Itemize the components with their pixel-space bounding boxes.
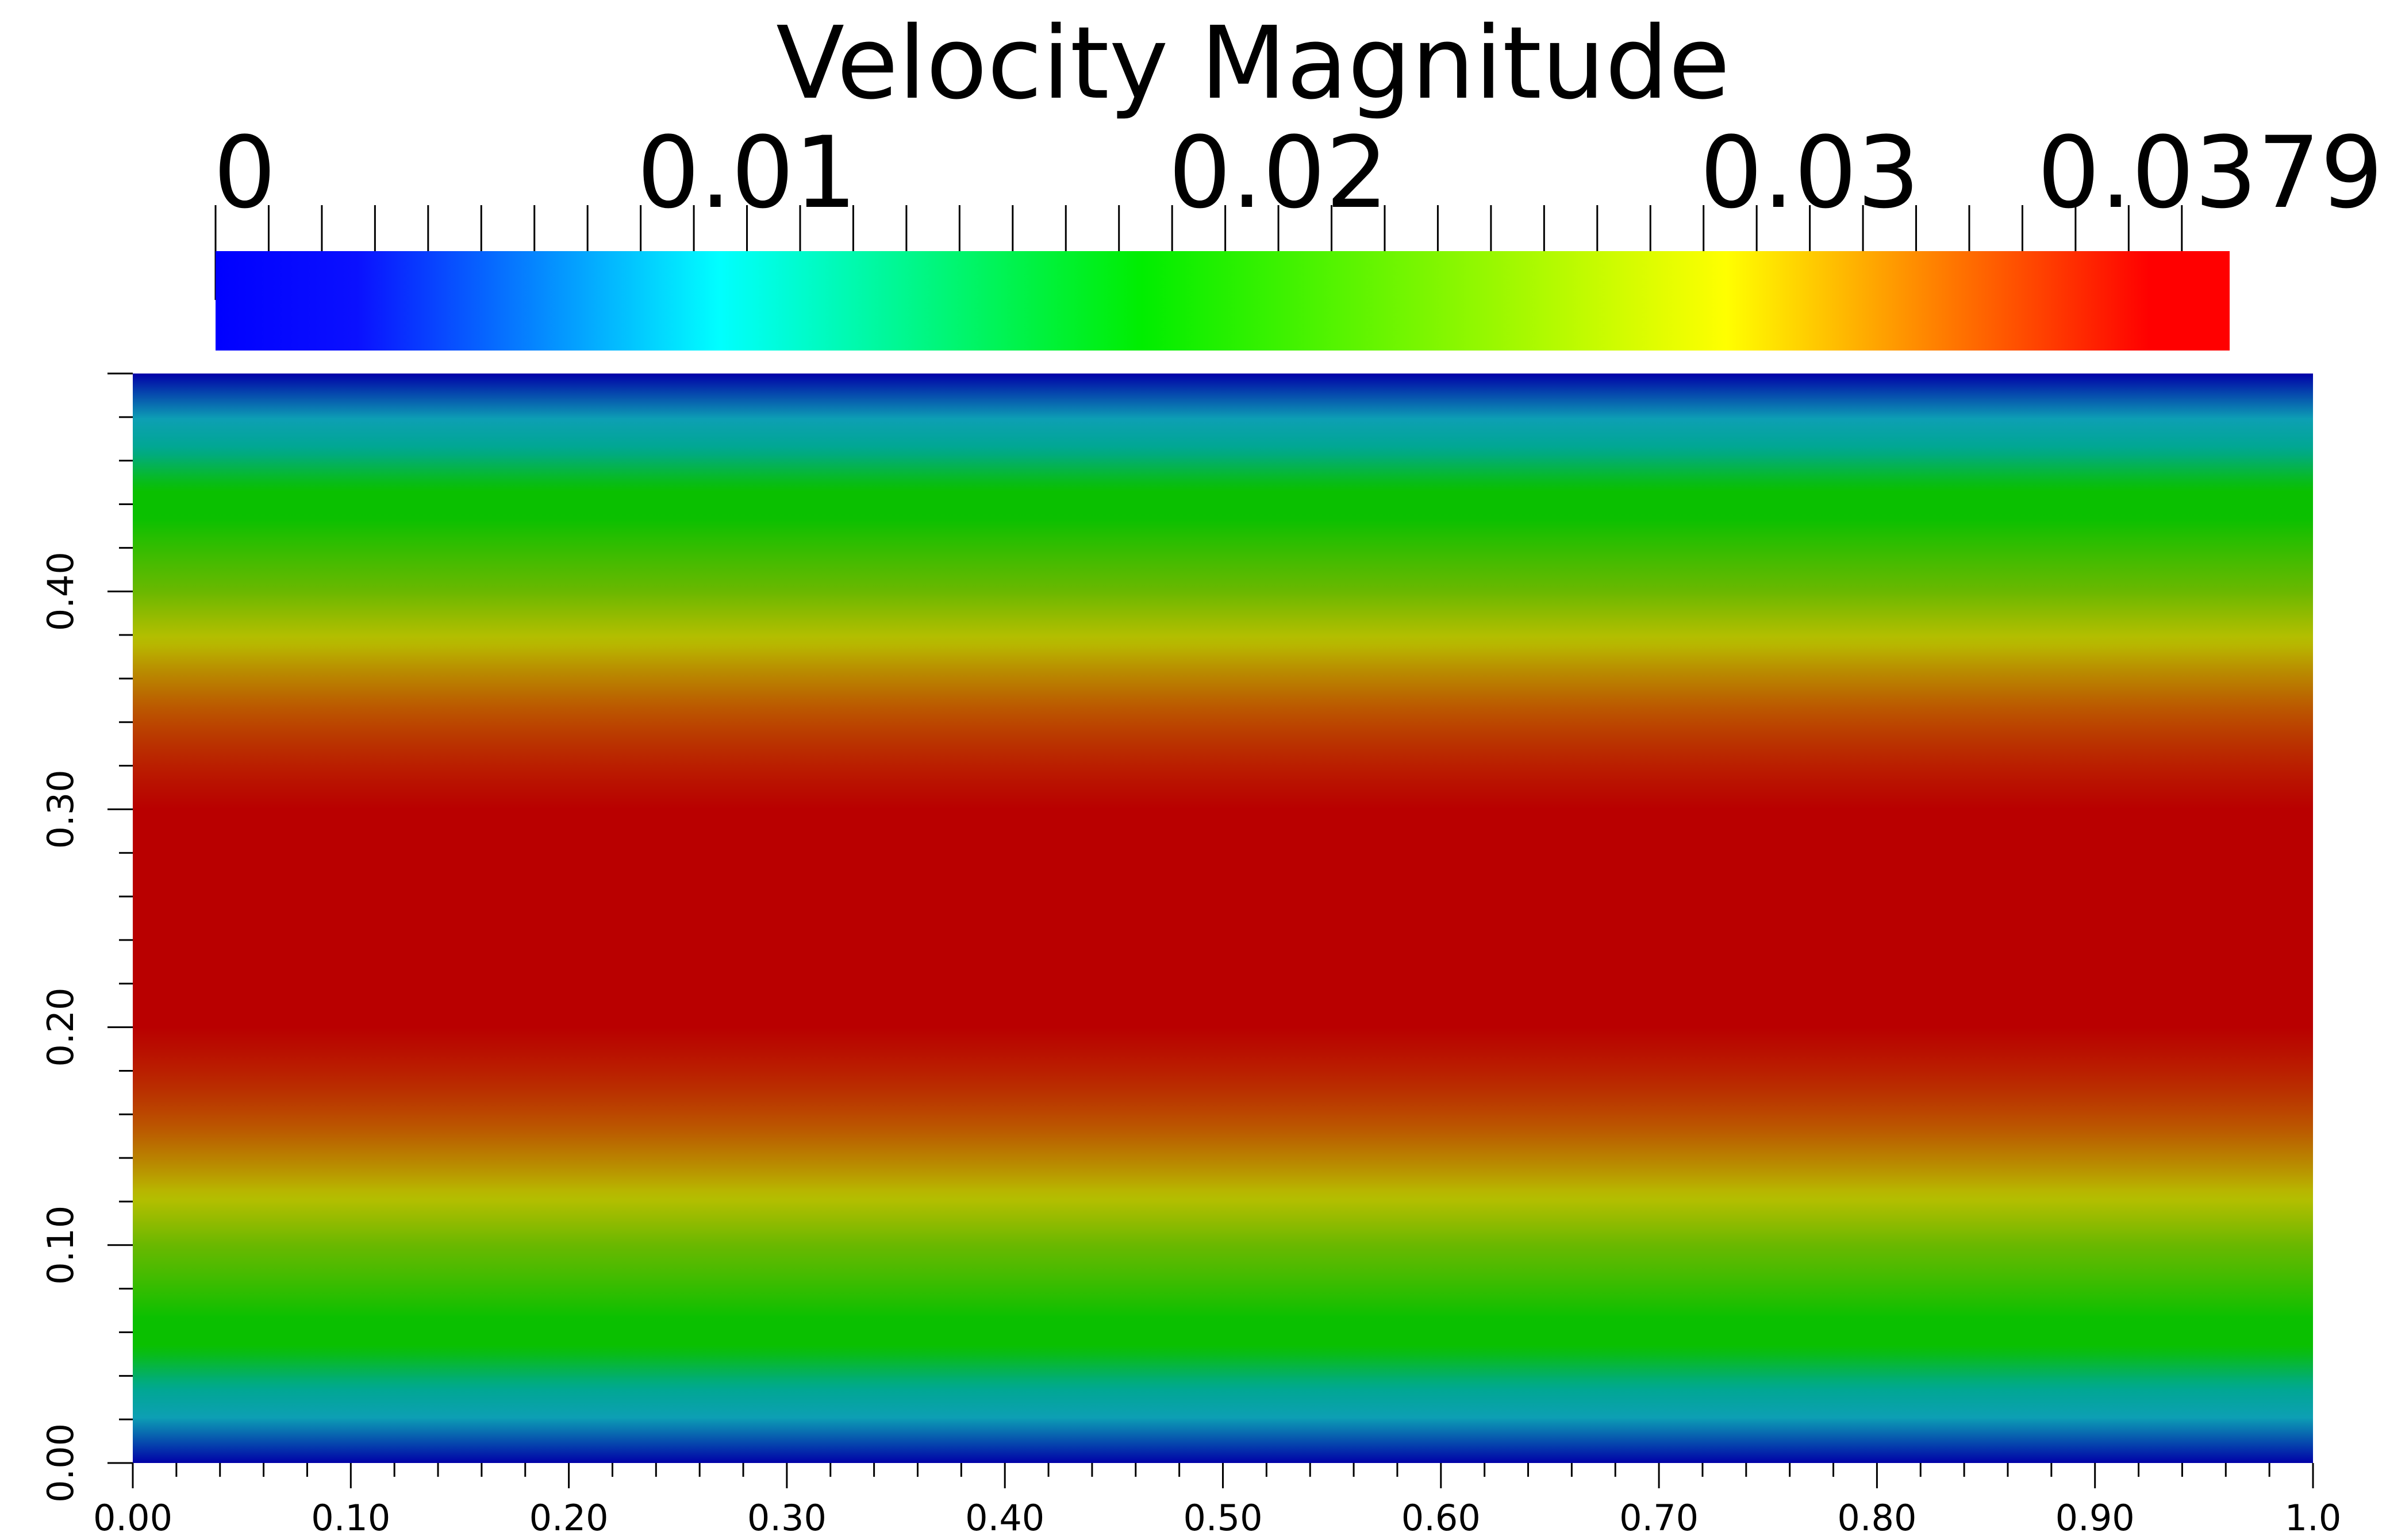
y-axis: 0.00 0.10 0.20 0.30 0.40 <box>40 372 133 1503</box>
y-tick-label: 0.40 <box>40 552 82 631</box>
chart-title: Velocity Magnitude <box>776 5 1730 122</box>
x-tick-label: 0.80 <box>1837 1497 1916 1539</box>
x-tick-label: 0.30 <box>747 1497 827 1539</box>
x-tick-label: 1.0 <box>2285 1497 2342 1539</box>
x-tick-label: 0.10 <box>311 1497 390 1539</box>
colorbar-tick-label: 0.0379 <box>2037 115 2383 230</box>
y-tick-label: 0.20 <box>40 988 82 1067</box>
y-tick-label: 0.10 <box>40 1206 82 1285</box>
x-tick-label: 0.60 <box>1401 1497 1481 1539</box>
x-tick-label: 0.50 <box>1183 1497 1262 1539</box>
x-tick-label: 0.00 <box>93 1497 172 1539</box>
x-tick-label: 0.90 <box>2055 1497 2135 1539</box>
x-tick-label: 0.70 <box>1619 1497 1699 1539</box>
velocity-field <box>133 374 2313 1463</box>
y-tick-label: 0.00 <box>40 1423 82 1503</box>
x-tick-label: 0.20 <box>529 1497 609 1539</box>
colorbar-tick-labels: 0 0.01 0.02 0.03 0.0379 <box>213 115 2383 230</box>
x-axis: 0.00 0.10 0.20 0.30 0.40 0.50 0.60 0.70 0.80 0.90… <box>93 1463 2341 1539</box>
colorbar-tick-label: 0 <box>213 115 276 230</box>
x-tick-label: 0.40 <box>965 1497 1044 1539</box>
colorbar <box>216 251 2230 351</box>
colorbar-ticks <box>214 205 2183 300</box>
y-tick-label: 0.30 <box>40 769 82 849</box>
